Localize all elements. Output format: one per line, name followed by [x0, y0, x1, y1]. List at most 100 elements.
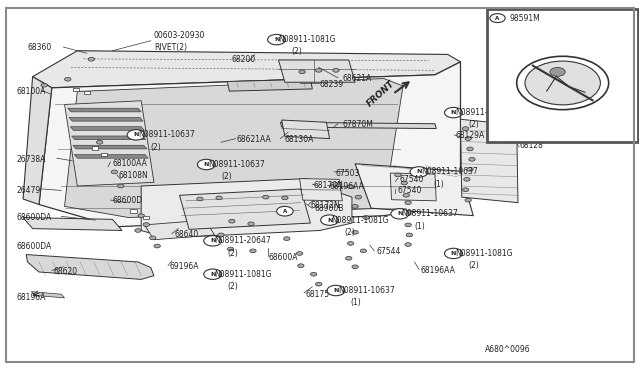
Text: N: N	[210, 272, 216, 277]
Circle shape	[445, 108, 463, 118]
Polygon shape	[31, 292, 65, 298]
Text: (2): (2)	[344, 228, 355, 237]
Circle shape	[118, 184, 124, 188]
Circle shape	[403, 193, 410, 197]
Circle shape	[327, 285, 345, 296]
Circle shape	[550, 67, 565, 76]
Circle shape	[197, 159, 215, 170]
Text: FRONT: FRONT	[365, 79, 396, 109]
Circle shape	[143, 223, 150, 227]
Polygon shape	[282, 120, 330, 138]
Text: 68600A: 68600A	[269, 253, 298, 262]
Text: 26479: 26479	[17, 186, 41, 195]
Circle shape	[227, 247, 234, 251]
Text: 68172N: 68172N	[310, 201, 340, 210]
Circle shape	[216, 196, 222, 200]
Text: 68175: 68175	[306, 290, 330, 299]
Text: 68600DA: 68600DA	[17, 241, 52, 250]
Polygon shape	[73, 145, 147, 149]
Text: (1): (1)	[434, 180, 444, 189]
Text: 68620: 68620	[53, 267, 77, 276]
Circle shape	[352, 265, 358, 269]
Circle shape	[135, 229, 141, 232]
Polygon shape	[39, 62, 461, 227]
Text: N: N	[327, 218, 332, 222]
Circle shape	[465, 137, 471, 140]
Circle shape	[410, 167, 428, 177]
Text: (1): (1)	[351, 298, 362, 307]
Circle shape	[468, 157, 475, 161]
Circle shape	[298, 264, 304, 267]
Text: A: A	[283, 209, 287, 214]
Bar	[487, 9, 638, 142]
Circle shape	[465, 198, 471, 202]
Text: N: N	[451, 251, 456, 256]
Text: 67540: 67540	[398, 186, 422, 195]
Text: (2): (2)	[468, 261, 479, 270]
Circle shape	[127, 130, 145, 140]
Text: RIVET(2): RIVET(2)	[154, 42, 187, 51]
Polygon shape	[65, 101, 154, 186]
Text: (2): (2)	[227, 249, 238, 258]
Polygon shape	[72, 136, 146, 140]
Circle shape	[516, 56, 609, 110]
Circle shape	[204, 235, 221, 246]
Circle shape	[65, 77, 71, 81]
Text: N08911-10637: N08911-10637	[421, 167, 477, 176]
Text: 68239: 68239	[320, 80, 344, 89]
Text: N: N	[210, 238, 216, 243]
Text: 67544: 67544	[376, 247, 401, 256]
Text: 68196AA: 68196AA	[421, 266, 456, 275]
Text: A: A	[495, 16, 500, 20]
Text: (2): (2)	[468, 121, 479, 129]
Text: 68640: 68640	[174, 230, 198, 240]
Text: 26738A: 26738A	[17, 155, 46, 164]
Bar	[92, 146, 99, 150]
Circle shape	[41, 83, 47, 87]
Circle shape	[405, 223, 412, 227]
Text: 68100A: 68100A	[17, 87, 46, 96]
Circle shape	[406, 233, 413, 237]
Polygon shape	[23, 77, 52, 205]
Circle shape	[463, 127, 468, 131]
Circle shape	[467, 147, 473, 151]
Circle shape	[88, 57, 95, 61]
Circle shape	[525, 61, 600, 105]
Circle shape	[445, 248, 463, 259]
Polygon shape	[390, 173, 436, 201]
Circle shape	[333, 68, 339, 72]
Text: (1): (1)	[415, 221, 425, 231]
Text: A680^0096: A680^0096	[484, 345, 531, 354]
Text: N08911-1081G: N08911-1081G	[278, 35, 336, 44]
Text: 68600D: 68600D	[113, 196, 143, 205]
Text: 68128: 68128	[519, 141, 543, 151]
Text: N08911-10637: N08911-10637	[138, 130, 195, 140]
Polygon shape	[33, 51, 461, 88]
Text: 98591M: 98591M	[509, 14, 540, 23]
Text: (2): (2)	[151, 142, 161, 151]
Circle shape	[111, 170, 118, 174]
Circle shape	[228, 219, 235, 223]
Text: 68130A: 68130A	[285, 135, 314, 144]
Circle shape	[464, 177, 470, 181]
Text: (2): (2)	[227, 282, 238, 291]
Text: N: N	[397, 211, 403, 216]
Circle shape	[352, 231, 358, 234]
Text: 68621A: 68621A	[342, 74, 372, 83]
Circle shape	[348, 241, 354, 245]
Polygon shape	[280, 122, 436, 129]
Text: 67540: 67540	[400, 175, 424, 184]
Polygon shape	[74, 154, 148, 158]
Circle shape	[204, 269, 221, 279]
Polygon shape	[69, 118, 143, 121]
Text: N08911-1081G: N08911-1081G	[214, 270, 272, 279]
Circle shape	[321, 215, 339, 225]
Circle shape	[262, 195, 269, 199]
Circle shape	[463, 188, 468, 192]
Text: 68100AA: 68100AA	[113, 158, 147, 167]
Circle shape	[467, 167, 473, 171]
Text: N08911-10637: N08911-10637	[402, 209, 458, 218]
Circle shape	[363, 216, 369, 219]
Text: N: N	[416, 169, 422, 174]
Polygon shape	[26, 254, 154, 279]
